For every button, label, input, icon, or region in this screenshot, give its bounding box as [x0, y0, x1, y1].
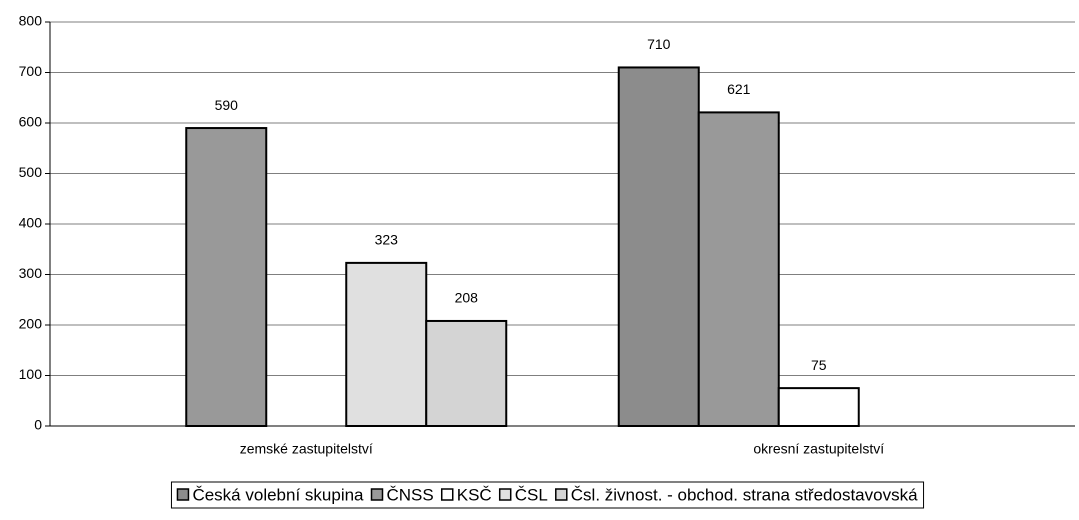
- y-tick-label: 400: [19, 215, 43, 231]
- legend-swatch: [370, 488, 384, 501]
- data-label: 710: [647, 36, 671, 52]
- y-tick-label: 200: [19, 316, 43, 332]
- legend-label: ČSL: [515, 485, 548, 504]
- y-tick-label: 500: [19, 164, 43, 180]
- data-label: 590: [215, 97, 239, 113]
- y-tick-label: 0: [34, 417, 42, 433]
- data-label: 323: [375, 232, 399, 248]
- y-tick-label: 700: [19, 63, 43, 79]
- legend-swatch: [498, 488, 512, 501]
- legend-swatch: [555, 488, 568, 501]
- bar: [697, 111, 780, 428]
- legend-swatch: [176, 488, 190, 501]
- legend: Česká volební skupina ČNSS KSČ ČSL Čsl. živn…: [170, 481, 925, 509]
- data-label: 75: [811, 357, 827, 373]
- legend-swatch: [440, 488, 454, 501]
- y-tick-label: 800: [19, 13, 43, 29]
- x-tick-label: zemské zastupitelství: [240, 441, 373, 457]
- y-tick-label: 100: [19, 366, 43, 382]
- bar: [617, 66, 700, 427]
- legend-label: Čsl. živnost. - obchod. strana středosta…: [571, 485, 918, 504]
- y-tick-label: 600: [19, 114, 43, 130]
- legend-label: Česká volební skupina: [192, 485, 364, 504]
- bar: [185, 127, 268, 428]
- y-tick-label: 300: [19, 265, 43, 281]
- bar: [425, 319, 508, 427]
- bar: [345, 261, 428, 428]
- legend-label: KSČ: [457, 485, 492, 504]
- data-label: 208: [455, 290, 479, 306]
- bar: [777, 387, 860, 427]
- data-label: 621: [727, 81, 751, 97]
- legend-label: ČNSS: [387, 485, 434, 504]
- x-tick-label: okresní zastupitelství: [753, 441, 884, 457]
- legend-box: [170, 481, 925, 509]
